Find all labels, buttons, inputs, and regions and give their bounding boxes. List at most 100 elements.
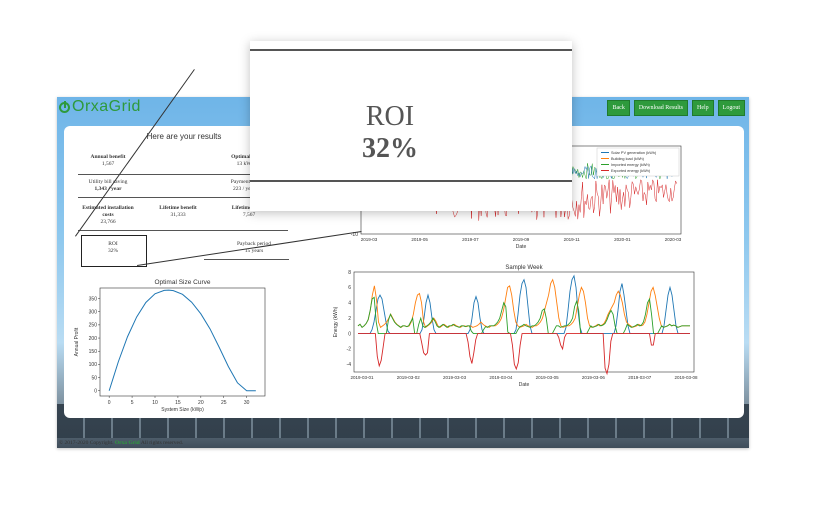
- x-tick-label: 2019-03-05: [536, 375, 560, 380]
- divider: [78, 230, 288, 231]
- orxagrid-logo[interactable]: OrxaGrid: [59, 97, 141, 117]
- x-tick-label: 2019-07: [462, 237, 479, 242]
- y-tick-label: 200: [89, 336, 98, 342]
- y-tick-label: 4: [348, 301, 351, 307]
- legend: Solar PV generation (kWh) Building load (…: [596, 147, 680, 177]
- x-tick-label: 25: [221, 400, 227, 406]
- annual-benefit-label: Annual benefit: [90, 154, 126, 160]
- payments-label: Payments fr: [230, 179, 258, 185]
- y-tick-label: 100: [89, 362, 98, 368]
- logo-text: OrxaGrid: [72, 98, 141, 115]
- chart-title: Sample Week: [505, 265, 543, 271]
- x-tick-label: 2019-11: [564, 237, 581, 242]
- annual-benefit: Annual benefit 1,567: [78, 154, 138, 168]
- roi-value: 32%: [107, 248, 119, 254]
- series-exported-energy-kwh-: [358, 333, 690, 376]
- download-results-button[interactable]: Download Results: [633, 100, 688, 116]
- optimal-size-label: Optimal sy: [231, 154, 257, 160]
- x-tick-label: 2019-03: [361, 237, 378, 242]
- legend-label: Building load (kWh): [611, 157, 645, 161]
- estimated-installation-costs: Estimated installation costs 23,766: [78, 205, 138, 226]
- x-tick-label: 2019-03-07: [628, 375, 652, 380]
- profit-curve: [108, 289, 256, 392]
- annual-benefit-value: 1,567: [101, 161, 115, 167]
- plot-frame: [99, 287, 266, 397]
- sample-week-chart: Sample Week -4 -2 0 2 4 6 8 2019-03-01 2019-03-02…: [333, 265, 698, 388]
- logout-button[interactable]: Logout: [717, 100, 745, 116]
- zoom-roi-label: ROI: [365, 101, 415, 132]
- y-tick-label: -4: [347, 362, 352, 368]
- back-button[interactable]: Back: [607, 100, 630, 116]
- payments-value: 223 / year: [233, 186, 255, 192]
- installation-costs-label: Estimated installation costs: [82, 205, 134, 218]
- x-tick-label: 2019-03-01: [350, 375, 374, 380]
- x-tick-label: 2019-05: [411, 237, 428, 242]
- optimal-size: Optimal sy 13 kW: [214, 154, 274, 168]
- x-tick-label: 2019-03-06: [582, 375, 606, 380]
- x-tick-label: 2019-03-02: [397, 375, 421, 380]
- legend-label: Exported energy (kWh): [611, 169, 651, 173]
- chart-title: Optimal Size Curve: [155, 279, 211, 286]
- x-tick-label: 0: [108, 400, 111, 406]
- help-button[interactable]: Help: [691, 100, 714, 116]
- footer-rights: All rights reserved.: [140, 440, 184, 446]
- roi-highlight-box: [81, 235, 147, 267]
- y-tick-label: 50: [91, 375, 97, 381]
- x-tick-label: 2019-03-03: [443, 375, 467, 380]
- y-tick-label: -2: [347, 347, 352, 353]
- x-tick-label: 2020-01: [614, 237, 631, 242]
- y-tick-label: 0: [348, 331, 351, 337]
- legend-label: Solar PV generation (kWh): [611, 151, 657, 155]
- zoom-divider-top: [250, 49, 572, 51]
- x-tick-label: 2019-03-08: [674, 375, 698, 380]
- installation-costs-value: 23,766: [100, 219, 116, 225]
- zoom-divider-bottom: [250, 180, 572, 182]
- x-tick-label: 20: [198, 400, 204, 406]
- utility-bill-saving-label: Utility bill saving: [88, 179, 128, 185]
- legend-box: [596, 147, 680, 177]
- x-axis-label: Date: [516, 244, 527, 250]
- payback-period-label: Payback period: [236, 241, 272, 247]
- y-tick-label: 150: [89, 349, 98, 355]
- y-tick-label: 6: [348, 285, 351, 291]
- y-tick-label: -10: [351, 232, 358, 238]
- plot-frame: [353, 271, 695, 373]
- roi-zoom-callout: ROI 32%: [250, 41, 572, 211]
- y-axis-label: Energy (kWh): [333, 306, 339, 337]
- header: OrxaGrid Back Download Results Help Logo…: [57, 97, 749, 117]
- x-tick-label: 5: [131, 400, 134, 406]
- x-tick-label: 2019-09: [513, 237, 530, 242]
- y-tick-label: 2: [348, 316, 351, 322]
- footer-copyright: © 2017-2020 Copyright.: [59, 440, 114, 446]
- lifetime-profit-value: 7,567: [242, 212, 256, 218]
- divider: [78, 174, 288, 175]
- payments: Payments fr 223 / year: [214, 179, 274, 193]
- footer: © 2017-2020 Copyright. Orxa Grid All rig…: [59, 440, 183, 446]
- lifetime-profit-label: Lifetime profit: [231, 205, 267, 211]
- x-axis-label: Date: [519, 382, 530, 388]
- optimal-size-value: 13 kW: [236, 161, 252, 167]
- y-tick-label: 300: [89, 310, 98, 316]
- footer-brand-link[interactable]: Orxa Grid: [114, 440, 140, 446]
- lifetime-benefit-value: 31,333: [170, 212, 186, 218]
- nav-buttons: Back Download Results Help Logout: [607, 100, 745, 116]
- x-tick-label: 2019-03-04: [489, 375, 513, 380]
- y-tick-label: 8: [348, 270, 351, 276]
- y-tick-label: 350: [89, 296, 98, 302]
- payback-period-value: 15 years: [244, 248, 264, 254]
- power-icon: [59, 100, 70, 113]
- series-building-load-kwh-: [357, 278, 690, 329]
- x-tick-label: 30: [244, 400, 250, 406]
- divider: [204, 259, 289, 260]
- lifetime-benefit: Lifetime benefit 31,333: [148, 205, 208, 219]
- y-tick-label: 250: [89, 323, 98, 329]
- lifetime-profit: Lifetime profit 7,567: [214, 205, 284, 219]
- payback-period: Payback period 15 years: [214, 241, 294, 255]
- legend-label: Imported energy (kWh): [611, 163, 651, 167]
- x-axis-label: System Size (kWp): [161, 407, 204, 413]
- series-imported-energy-kwh-: [357, 296, 690, 334]
- roi: ROI 32%: [81, 241, 145, 255]
- results-title: Here are your results: [146, 132, 222, 141]
- y-tick-label: 0: [94, 389, 97, 395]
